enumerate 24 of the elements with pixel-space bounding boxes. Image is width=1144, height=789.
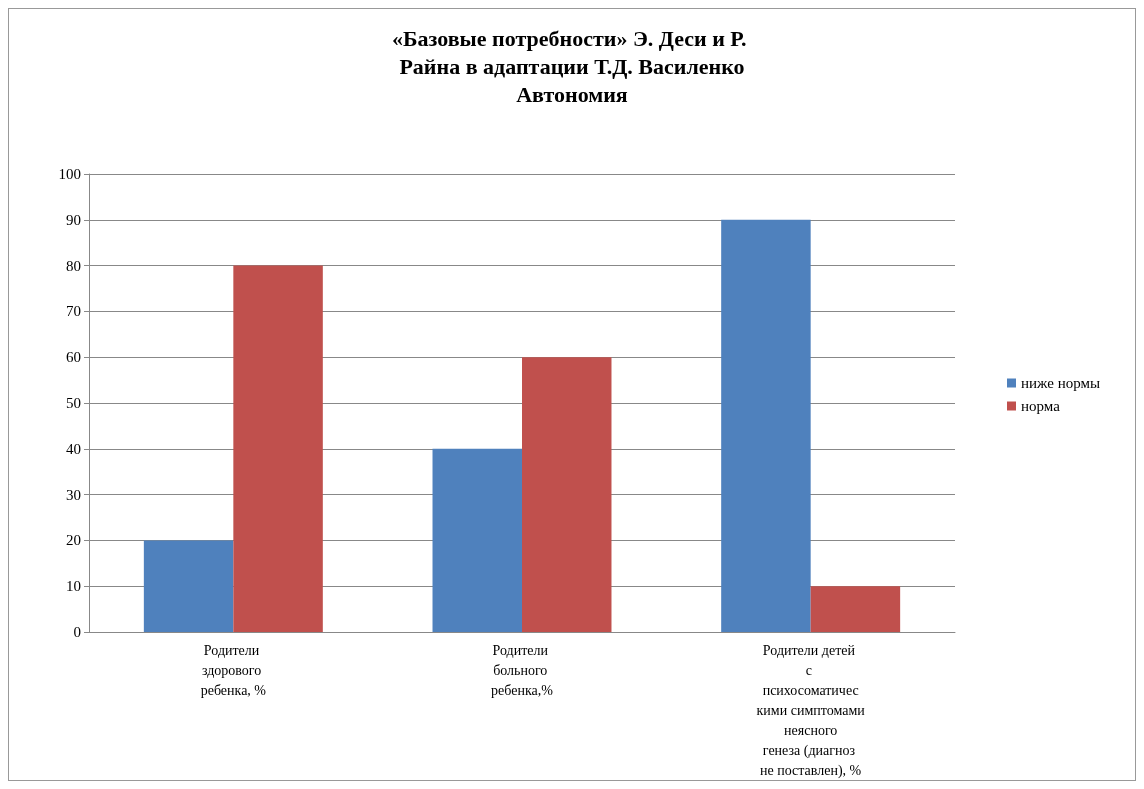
x-tick-label: Родители здорового ребенка, %	[200, 642, 267, 698]
y-tick-label: 80	[66, 257, 81, 274]
y-tick-label: 20	[66, 532, 81, 549]
bar	[721, 219, 811, 632]
y-tick-label: 40	[66, 440, 81, 457]
y-tick-label: 100	[58, 166, 81, 182]
bar	[143, 540, 234, 632]
y-tick-label: 60	[66, 349, 81, 366]
y-tick-label: 70	[66, 303, 81, 320]
bar	[810, 586, 901, 632]
bar	[522, 357, 612, 632]
chart-title: «Базовые потребности» Э. Деси и Р. Райна в адаптации Т.Д. Василенко	[391, 25, 753, 79]
x-tick-label: Родители детей с психосоматическими симптомами неясного генеза (диагноз не поставлен), %	[756, 642, 866, 779]
bar	[432, 448, 522, 632]
y-tick-label: 10	[66, 578, 81, 595]
legend-label: норма	[1021, 398, 1061, 414]
y-tick-label: 30	[66, 486, 81, 503]
y-tick-label: 50	[66, 395, 81, 411]
x-tick-label: Родители больного ребенка,%	[491, 642, 554, 698]
chart-subtitle: Автономия	[516, 81, 628, 107]
legend-label: ниже нормы	[1021, 375, 1100, 391]
y-tick-label: 90	[66, 211, 81, 228]
y-tick-label: 0	[73, 624, 81, 640]
bar	[233, 265, 323, 632]
